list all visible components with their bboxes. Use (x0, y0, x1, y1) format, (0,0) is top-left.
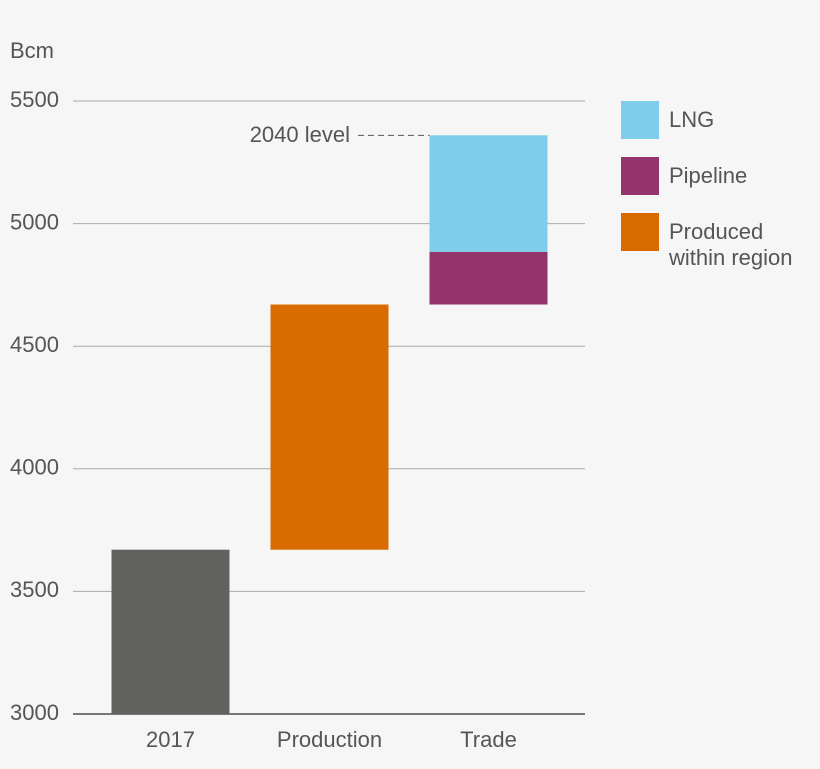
bar (111, 549, 230, 714)
x-tick-label: Production (277, 727, 382, 752)
bar-segment (270, 304, 389, 550)
legend-item: Pipeline (621, 157, 819, 195)
legend-label: Produced within region (669, 219, 793, 270)
legend-label: Pipeline (669, 163, 748, 188)
y-axis-label: Bcm (10, 38, 54, 63)
bar-segment (429, 135, 548, 252)
legend-item: Produced within region (621, 213, 819, 271)
x-tick-label: Trade (460, 727, 517, 752)
y-tick-label: 4000 (10, 455, 59, 480)
legend-label: LNG (669, 107, 715, 132)
legend-swatch (621, 101, 659, 139)
bar-segment (429, 251, 548, 305)
x-tick-label: 2017 (146, 727, 195, 752)
legend-item: LNG (621, 101, 819, 139)
y-tick-label: 5000 (10, 209, 59, 234)
chart: Bcm 3000 3500 4000 4500 5000 5500 2017 Producti… (10, 38, 585, 752)
y-tick-label: 4500 (10, 332, 59, 357)
y-tick-label: 3000 (10, 700, 59, 725)
y-tick-label: 3500 (10, 577, 59, 602)
annotation: 2040 level (250, 122, 350, 147)
legend-swatch (621, 213, 659, 251)
legend-swatch (621, 157, 659, 195)
y-tick-label: 5500 (10, 87, 59, 112)
